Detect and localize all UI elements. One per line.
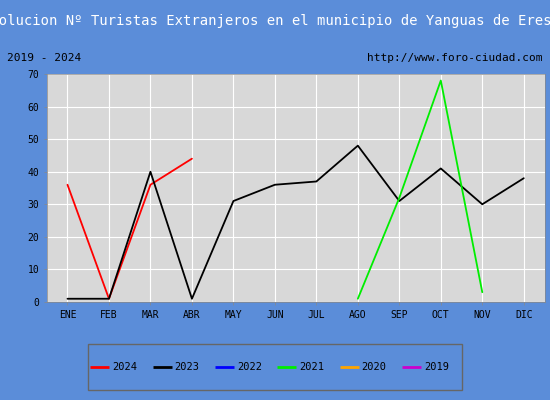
Text: 2019: 2019 (424, 362, 449, 372)
Text: 2022: 2022 (237, 362, 262, 372)
Text: 2023: 2023 (175, 362, 200, 372)
Text: http://www.foro-ciudad.com: http://www.foro-ciudad.com (367, 53, 543, 63)
Text: 2024: 2024 (112, 362, 138, 372)
Text: 2021: 2021 (299, 362, 324, 372)
Text: 2019 - 2024: 2019 - 2024 (7, 53, 81, 63)
Text: Evolucion Nº Turistas Extranjeros en el municipio de Yanguas de Eresma: Evolucion Nº Turistas Extranjeros en el … (0, 14, 550, 28)
Text: 2020: 2020 (362, 362, 387, 372)
